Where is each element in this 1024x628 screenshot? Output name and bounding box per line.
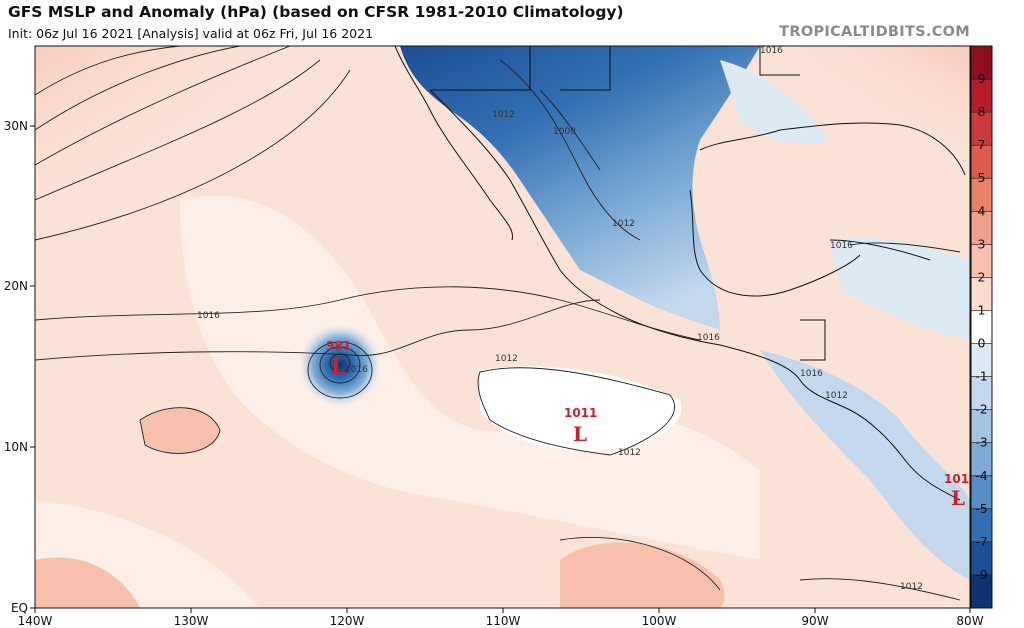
colorbar-label: 5	[978, 170, 986, 185]
lon-label: 140W	[18, 614, 53, 628]
isobar-label: 1012	[618, 448, 641, 458]
lon-label: 100W	[642, 614, 677, 628]
colorbar-swatch	[971, 343, 992, 378]
coastlines	[394, 46, 966, 501]
colorbar-swatch	[971, 508, 992, 543]
lon-label: 130W	[174, 614, 209, 628]
isobar-label: 1012	[495, 354, 518, 364]
colorbar-swatch	[971, 277, 992, 311]
isobar-label: 1016	[830, 241, 853, 251]
colorbar-swatch	[971, 409, 992, 444]
colorbar-label: -1	[975, 369, 987, 384]
low-center-symbol: L	[331, 354, 345, 378]
colorbar-swatch	[971, 112, 992, 146]
colorbar-label: -3	[975, 435, 987, 450]
colorbar-label: 4	[978, 203, 986, 218]
colorbar-swatch	[971, 211, 992, 245]
lon-label: 80W	[956, 614, 983, 628]
colorbar-label: 9	[978, 71, 986, 86]
lat-label: EQ	[11, 601, 28, 615]
colorbar-label: -5	[975, 501, 987, 516]
colorbar-frame	[970, 45, 993, 609]
map-panel	[35, 46, 970, 608]
isobar-label: 1016	[800, 369, 823, 379]
colorbar-swatch	[971, 376, 992, 411]
isobar-label: 1008	[553, 127, 576, 137]
isobar-label: 1012	[900, 582, 923, 592]
colorbar-swatch	[971, 46, 992, 80]
isobar-label: 1016	[760, 46, 783, 56]
lat-label: 10N	[4, 440, 28, 454]
isobar-label: 1012	[492, 110, 515, 120]
colorbar-label: 8	[978, 104, 986, 119]
colorbar-label: 2	[978, 269, 986, 284]
lon-label: 120W	[330, 614, 365, 628]
low-center-value: 981	[326, 339, 351, 353]
colorbar-label: 3	[978, 236, 986, 251]
isobar-label: 1016	[197, 311, 220, 321]
colorbar-swatch	[971, 178, 992, 212]
colorbar: 9 8 7 5 4 3 2 1 0 -1 -2 -3 -4 -5 -7 -9	[970, 45, 993, 609]
colorbar-label: -9	[975, 567, 988, 582]
colorbar-label: -4	[975, 468, 988, 483]
low-center-symbol: L	[951, 486, 965, 510]
low-pressure-centers: 981 L 1011 L 1010 L	[326, 339, 977, 510]
latitude-labels: EQ 10N 20N 30N	[4, 119, 28, 615]
colorbar-label: 7	[978, 137, 986, 152]
lat-label: 20N	[4, 279, 28, 293]
isobars	[35, 46, 961, 601]
low-center-value: 1011	[564, 406, 597, 420]
colorbar-label: -2	[975, 402, 987, 417]
colorbar-swatch	[971, 541, 992, 576]
low-center-value: 1010	[944, 472, 977, 486]
colorbar-swatch	[971, 442, 992, 477]
low-center-symbol: L	[573, 422, 587, 446]
colorbar-label: -7	[975, 534, 987, 549]
longitude-labels: 140W 130W 120W 110W 100W 90W 80W	[18, 614, 984, 628]
map-subtitle: Init: 06z Jul 16 2021 [Analysis] valid a…	[8, 26, 374, 41]
isobar-labels: 1016 1016 1016 1016 1016 1016 1012 1012 …	[197, 46, 923, 592]
map-title: GFS MSLP and Anomaly (hPa) (based on CFS…	[8, 3, 624, 21]
isobar-label: 1016	[697, 333, 720, 343]
colorbar-label: 0	[978, 336, 986, 351]
colorbar-swatch	[971, 244, 992, 278]
brand-watermark: TROPICALTIDBITS.COM	[779, 24, 970, 40]
lon-label: 90W	[801, 614, 828, 628]
colorbar-swatch	[971, 310, 992, 345]
isobar-label: 1012	[825, 391, 848, 401]
colorbar-swatch	[971, 574, 992, 609]
colorbar-label: 1	[978, 302, 986, 317]
colorbar-swatch	[971, 79, 992, 113]
isobar-label: 1012	[612, 219, 635, 229]
colorbar-swatch	[971, 475, 992, 510]
lon-label: 110W	[486, 614, 521, 628]
lat-label: 30N	[4, 119, 28, 133]
isobar-label: 1016	[345, 365, 368, 375]
colorbar-swatch	[971, 145, 992, 179]
axis-ticks	[30, 125, 971, 613]
